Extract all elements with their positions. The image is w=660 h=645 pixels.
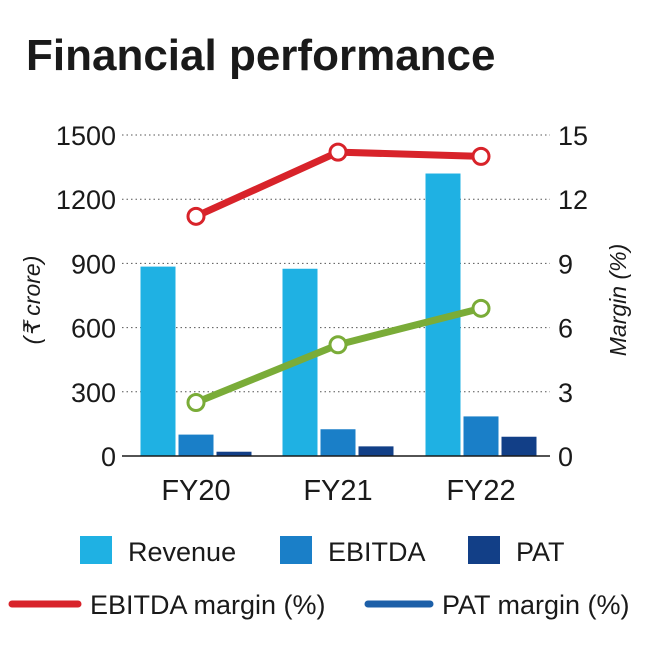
right-tick-label: 6	[558, 314, 573, 344]
left-axis: 0 300 600 900 1200 1500	[56, 121, 116, 472]
legend-label-pat: PAT	[516, 537, 565, 567]
ebitda-margin-point	[471, 146, 491, 166]
right-axis-title: Margin (%)	[605, 244, 631, 356]
ebitda-margin-point	[186, 206, 206, 226]
margin-lines	[186, 142, 491, 412]
legend-label-pat-margin: PAT margin (%)	[442, 590, 630, 620]
left-tick-label: 1500	[56, 121, 116, 151]
bar-revenue-fy20	[140, 266, 176, 456]
right-axis: 0 3 6 9 12 15	[558, 121, 588, 472]
bar-pat-fy20	[216, 451, 252, 456]
legend-swatch-revenue	[80, 536, 112, 564]
right-tick-label: 3	[558, 378, 573, 408]
legend-label-ebitda: EBITDA	[328, 537, 426, 567]
legend: Revenue EBITDA PAT EBITDA margin (%) PAT mar…	[8, 536, 630, 620]
left-tick-label: 300	[71, 378, 116, 408]
left-axis-title: (₹ crore)	[19, 256, 45, 345]
bar-ebitda-fy20	[178, 434, 214, 456]
bar-pat-fy21	[358, 446, 394, 456]
category-label: FY21	[303, 475, 372, 507]
left-tick-label: 600	[71, 314, 116, 344]
bar-ebitda-fy22	[463, 416, 499, 456]
legend-label-revenue: Revenue	[128, 537, 236, 567]
right-tick-label: 12	[558, 185, 588, 215]
legend-swatch-ebitda	[280, 536, 312, 564]
bar-pat-fy22	[501, 436, 537, 456]
legend-label-ebitda-margin: EBITDA margin (%)	[90, 590, 326, 620]
left-tick-label: 0	[101, 442, 116, 472]
category-labels: FY20 FY21 FY22	[161, 475, 515, 507]
legend-swatch-pat	[468, 536, 500, 564]
ebitda-margin-point	[328, 142, 348, 162]
pat-margin-point	[328, 335, 348, 355]
pat-margin-point	[186, 393, 206, 412]
bar-ebitda-fy21	[320, 429, 356, 456]
category-label: FY20	[161, 475, 230, 507]
category-label: FY22	[446, 475, 515, 507]
pat-margin-point	[471, 298, 491, 318]
left-tick-label: 1200	[56, 185, 116, 215]
right-tick-label: 0	[558, 442, 573, 472]
right-tick-label: 15	[558, 121, 588, 151]
gridlines	[122, 134, 550, 393]
left-tick-label: 900	[71, 249, 116, 279]
right-tick-label: 9	[558, 249, 573, 279]
chart-title: Financial performance	[26, 31, 495, 80]
